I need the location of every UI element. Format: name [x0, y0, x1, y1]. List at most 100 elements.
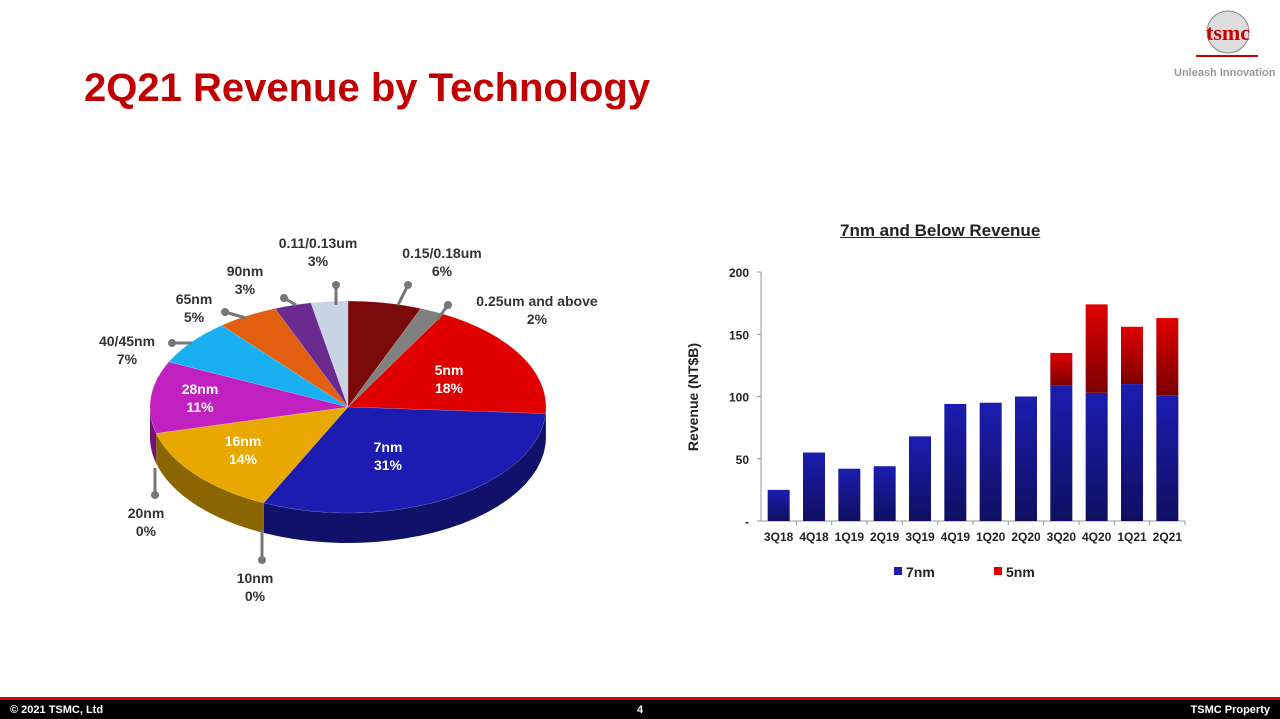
pie-label-value: 31% — [373, 457, 403, 473]
pie-slice-0-25um-and-above — [347, 308, 444, 408]
y-tick-label: 100 — [729, 391, 749, 405]
x-tick-label: 4Q18 — [799, 530, 829, 544]
pie-label: 0.15/0.18um 6% — [402, 244, 481, 280]
pie-label-name: 40/45nm — [98, 333, 156, 349]
pie-label-name: 0.25um and above — [476, 293, 598, 309]
pie-label-value: 6% — [431, 263, 453, 279]
pie-label-name: 28nm — [181, 381, 219, 397]
pie-slice-5nm — [347, 313, 547, 414]
x-tick-label: 2Q19 — [870, 530, 900, 544]
x-tick-label: 3Q18 — [764, 530, 794, 544]
y-tick-label: 150 — [729, 328, 749, 342]
pie-slice-16nm — [155, 406, 349, 504]
pie-label-value: 14% — [228, 451, 258, 467]
leader-dot — [151, 491, 159, 499]
pie-label-value: 18% — [434, 380, 464, 396]
x-tick-label: 2Q20 — [1011, 530, 1041, 544]
pie-side-7 — [150, 407, 157, 464]
bar-7nm-2Q19 — [873, 466, 896, 521]
bar-7nm-4Q20 — [1085, 392, 1108, 521]
logo-tagline: Unleash Innovation — [1174, 67, 1276, 79]
x-tick-label: 1Q21 — [1117, 530, 1147, 544]
pie-label-name: 65nm — [175, 291, 213, 307]
legend-swatch-7nm — [894, 567, 902, 575]
pie-label-name: 7nm — [373, 439, 403, 455]
pie-label: 40/45nm 7% — [99, 332, 155, 368]
pie-label-value: 0% — [244, 588, 266, 604]
bar-5nm-3Q20 — [1050, 352, 1073, 386]
bar-7nm-1Q21 — [1121, 384, 1143, 521]
pie-side-3 — [263, 413, 546, 543]
pie-label: 10nm 0% — [237, 569, 274, 605]
leader-dot — [404, 281, 412, 289]
pie-label-value: 3% — [234, 281, 256, 297]
bar-7nm-2Q20 — [1015, 396, 1037, 521]
pie-label-name: 10nm — [236, 570, 274, 586]
bar-7nm-1Q19 — [838, 468, 861, 521]
leader-dot — [221, 308, 229, 316]
pie-label-name: 20nm — [127, 505, 165, 521]
y-axis-label: Revenue (NT$B) — [685, 343, 701, 451]
pie-label: 7nm 31% — [374, 438, 403, 474]
pie-label-name: 0.11/0.13um — [278, 235, 358, 251]
leader-dot — [168, 339, 176, 347]
pie-label-value: 7% — [116, 351, 138, 367]
pie-label: 0.25um and above 2% — [476, 292, 597, 328]
bar-7nm-3Q20 — [1050, 385, 1073, 521]
bar-7nm-4Q19 — [944, 403, 967, 521]
x-tick-label: 3Q19 — [905, 530, 935, 544]
x-tick-label: 4Q20 — [1082, 530, 1112, 544]
x-tick-label: 4Q19 — [941, 530, 971, 544]
footer: © 2021 TSMC, Ltd 4 TSMC Property — [0, 697, 1280, 719]
pie-slice-0-15-0-18um — [347, 300, 422, 408]
bar-chart-title: 7nm and Below Revenue — [840, 221, 1041, 240]
legend-label-5nm: 5nm — [1006, 564, 1035, 580]
leader-dot — [258, 556, 266, 564]
leader-dot — [280, 294, 288, 302]
x-tick-label: 3Q20 — [1047, 530, 1077, 544]
page-title: 2Q21 Revenue by Technology — [84, 66, 651, 110]
bar-5nm-4Q20 — [1085, 304, 1108, 393]
bar-7nm-3Q19 — [909, 436, 931, 521]
pie-label: 16nm 14% — [225, 432, 262, 468]
x-tick-label: 2Q21 — [1153, 530, 1183, 544]
svg-text:tsmc: tsmc — [1206, 20, 1250, 45]
pie-label: 65nm 5% — [176, 290, 213, 326]
y-tick-label: 50 — [736, 453, 750, 467]
bar-5nm-1Q21 — [1121, 326, 1143, 385]
pie-label: 0.11/0.13um 3% — [279, 234, 358, 270]
bar-7nm-2Q21 — [1156, 395, 1179, 521]
x-tick-label: 1Q19 — [835, 530, 865, 544]
pie-slice-28nm — [149, 361, 349, 434]
legend-label-7nm: 7nm — [906, 564, 935, 580]
pie-label-value: 11% — [186, 399, 214, 415]
pie-slice-65nm — [221, 308, 349, 408]
leader-dot — [444, 301, 452, 309]
pie-slice-90nm — [274, 302, 349, 408]
pie-label-name: 16nm — [224, 433, 262, 449]
x-tick-label: 1Q20 — [976, 530, 1006, 544]
pie-label-value: 3% — [307, 253, 329, 269]
property-note: TSMC Property — [1190, 704, 1270, 716]
bar-5nm-2Q21 — [1156, 318, 1179, 396]
pie-label: 20nm 0% — [128, 504, 165, 540]
pie-label-name: 5nm — [434, 362, 464, 378]
tsmc-logo: tsmc Unleash Innovation — [1174, 10, 1275, 79]
y-tick-label: 200 — [729, 266, 749, 280]
pie-label-value: 2% — [526, 311, 548, 327]
bar-7nm-1Q20 — [979, 402, 1002, 521]
pie-slice-7nm — [263, 406, 546, 514]
y-tick-label: - — [745, 515, 749, 529]
bar-7nm-4Q18 — [803, 452, 825, 521]
leader-dot — [332, 281, 340, 289]
pie-label: 28nm 11% — [182, 380, 219, 416]
pie-side-5 — [156, 433, 264, 533]
pie-label-value: 5% — [183, 309, 205, 325]
page-number: 4 — [637, 704, 644, 716]
copyright: © 2021 TSMC, Ltd — [10, 704, 104, 716]
pie-label-value: 0% — [135, 523, 157, 539]
pie-label-name: 0.15/0.18um — [402, 245, 482, 261]
bar-7nm-3Q18 — [767, 489, 790, 521]
pie-label-name: 90nm — [226, 263, 264, 279]
